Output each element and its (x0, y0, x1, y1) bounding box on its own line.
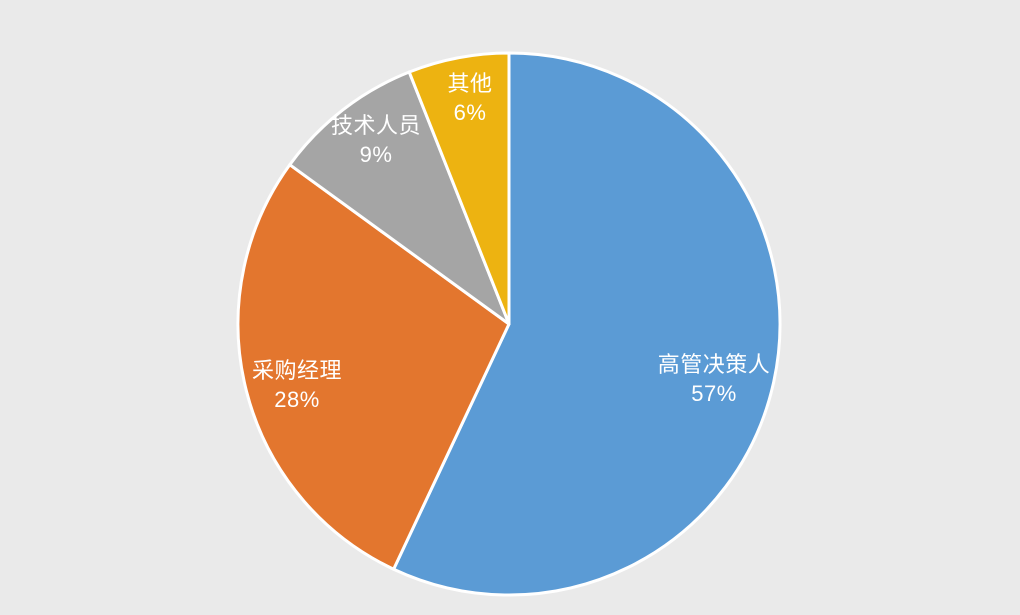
pie-slice-2[interactable] (236, 163, 511, 571)
pie-slice-4[interactable] (407, 51, 511, 326)
pie-slices-group (236, 51, 782, 597)
pie-slice-3[interactable] (288, 70, 511, 326)
pie-slice-1[interactable] (392, 51, 782, 597)
